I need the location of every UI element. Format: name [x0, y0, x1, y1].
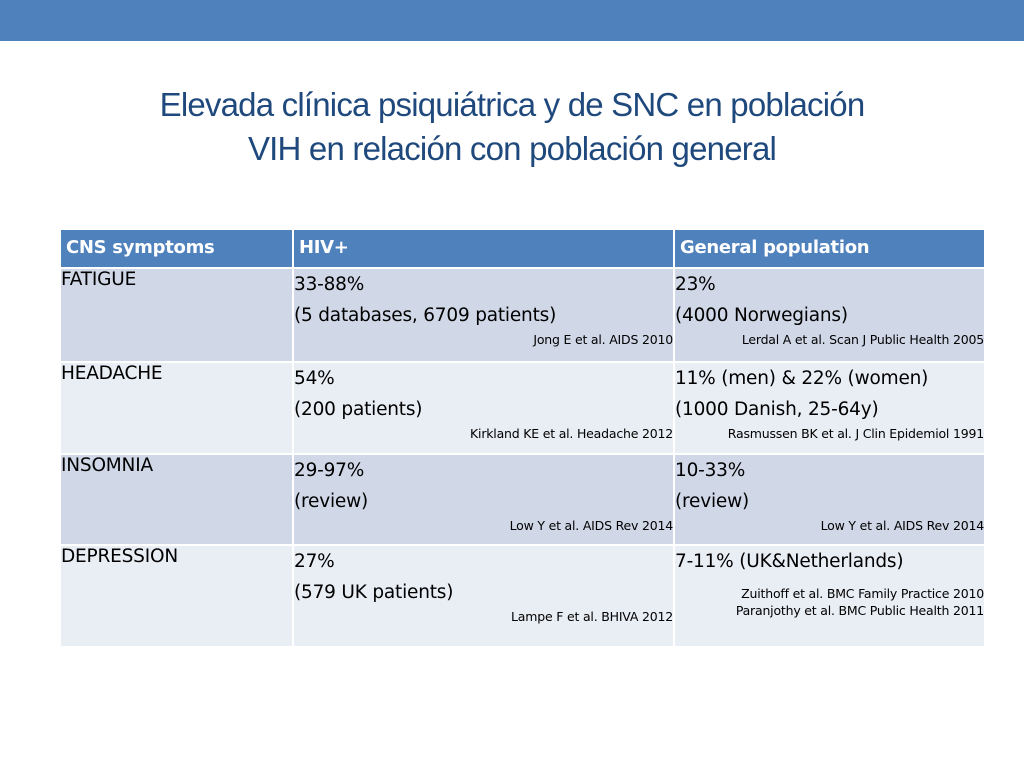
general-value: 23%	[675, 274, 716, 295]
slide-title-line-2: VIH en relación con población general	[247, 130, 777, 167]
hiv-value: 27%	[294, 551, 335, 572]
hiv-reference: Low Y et al. AIDS Rev 2014	[509, 518, 674, 533]
general-detail: (4000 Norwegians)	[675, 305, 848, 326]
general-cell: 7-11% (UK&Netherlands) Zuithoff et al. B…	[673, 544, 986, 648]
symptom-cell: DEPRESSION	[59, 544, 294, 648]
hiv-cell: 27% (579 UK patients) Lampe F et al. BHI…	[292, 544, 675, 648]
general-value: 10-33%	[675, 460, 746, 481]
slide-title-line-1: Elevada clínica psiquiátrica y de SNC en…	[159, 86, 866, 123]
hiv-detail: (579 UK patients)	[294, 582, 454, 603]
header-cns-symptoms: CNS symptoms	[59, 228, 294, 269]
hiv-cell: 54% (200 patients) Kirkland KE et al. He…	[292, 361, 675, 455]
general-cell: 11% (men) & 22% (women) (1000 Danish, 25…	[673, 361, 986, 455]
table-header-row: CNS symptoms HIV+ General population	[59, 228, 986, 269]
general-detail: (review)	[675, 491, 750, 512]
symptom-cell: INSOMNIA	[59, 453, 294, 546]
top-bar	[0, 0, 1024, 41]
general-reference: Lerdal A et al. Scan J Public Health 200…	[741, 332, 984, 347]
general-reference: Rasmussen BK et al. J Clin Epidemiol 199…	[727, 426, 984, 441]
hiv-reference: Kirkland KE et al. Headache 2012	[470, 426, 673, 441]
general-reference: Zuithoff et al. BMC Family Practice 2010	[741, 586, 984, 601]
hiv-detail: (review)	[294, 491, 369, 512]
slide-title: Elevada clínica psiquiátrica y de SNC en…	[40, 83, 984, 171]
hiv-value: 33-88%	[294, 274, 365, 295]
symptom-cell: FATIGUE	[59, 267, 294, 363]
general-cell: 10-33% (review) Low Y et al. AIDS Rev 20…	[673, 453, 986, 546]
hiv-value: 54%	[294, 368, 335, 389]
general-reference: Paranjothy et al. BMC Public Health 2011	[735, 603, 984, 618]
general-detail: (1000 Danish, 25-64y)	[675, 399, 879, 420]
table-row: INSOMNIA 29-97% (review) Low Y et al. AI…	[59, 453, 986, 546]
hiv-cell: 33-88% (5 databases, 6709 patients) Jong…	[292, 267, 675, 363]
hiv-reference: Lampe F et al. BHIVA 2012	[511, 609, 673, 624]
table-row: DEPRESSION 27% (579 UK patients) Lampe F…	[59, 544, 986, 648]
symptom-cell: HEADACHE	[59, 361, 294, 455]
table-row: HEADACHE 54% (200 patients) Kirkland KE …	[59, 361, 986, 455]
general-value: 7-11% (UK&Netherlands)	[675, 551, 904, 572]
header-hiv: HIV+	[292, 228, 675, 269]
table-row: FATIGUE 33-88% (5 databases, 6709 patien…	[59, 267, 986, 363]
hiv-cell: 29-97% (review) Low Y et al. AIDS Rev 20…	[292, 453, 675, 546]
symptoms-table: CNS symptoms HIV+ General population FAT…	[59, 228, 986, 648]
general-cell: 23% (4000 Norwegians) Lerdal A et al. Sc…	[673, 267, 986, 363]
general-value: 11% (men) & 22% (women)	[675, 368, 929, 389]
hiv-detail: (200 patients)	[294, 399, 423, 420]
hiv-reference: Jong E et al. AIDS 2010	[533, 332, 673, 347]
general-reference: Low Y et al. AIDS Rev 2014	[820, 518, 985, 533]
hiv-detail: (5 databases, 6709 patients)	[294, 305, 557, 326]
header-general-population: General population	[673, 228, 986, 269]
hiv-value: 29-97%	[294, 460, 365, 481]
